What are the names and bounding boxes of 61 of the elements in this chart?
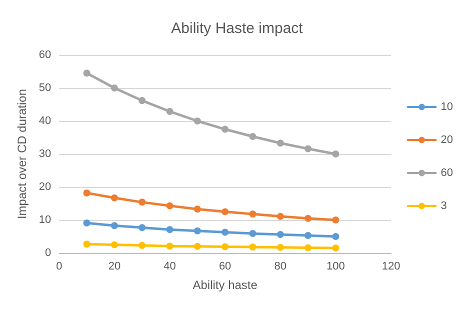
point bbox=[83, 189, 90, 196]
point bbox=[194, 118, 201, 124]
point bbox=[276, 231, 284, 238]
point bbox=[110, 194, 118, 202]
point bbox=[249, 133, 256, 140]
legend-label: 20 bbox=[440, 134, 454, 146]
chart-title: Ability Haste impact bbox=[171, 20, 304, 37]
legend-label: 60 bbox=[440, 167, 454, 179]
point bbox=[332, 244, 340, 252]
point bbox=[194, 227, 201, 234]
y-tick-label: 10 bbox=[38, 214, 52, 226]
point bbox=[222, 126, 229, 133]
point bbox=[138, 242, 146, 249]
point bbox=[194, 242, 201, 250]
point bbox=[249, 210, 256, 218]
x-tick-label: 20 bbox=[108, 260, 121, 272]
y-tick-label: 30 bbox=[38, 148, 52, 160]
point bbox=[83, 240, 90, 248]
point bbox=[332, 150, 340, 158]
point bbox=[304, 145, 312, 152]
point bbox=[332, 233, 340, 240]
point bbox=[166, 108, 174, 115]
point bbox=[110, 241, 118, 248]
legend-label: 10 bbox=[440, 101, 454, 113]
x-axis-title: Ability haste bbox=[192, 278, 258, 292]
x-tick-label: 40 bbox=[164, 260, 176, 272]
point bbox=[110, 84, 118, 92]
legend-label: 3 bbox=[440, 200, 447, 212]
x-tick-label: 120 bbox=[382, 260, 400, 272]
x-tick-label: 100 bbox=[326, 260, 345, 272]
point bbox=[110, 222, 118, 230]
point bbox=[222, 208, 229, 216]
point bbox=[332, 216, 340, 224]
point bbox=[138, 224, 146, 232]
y-tick-label: 0 bbox=[45, 247, 52, 259]
point bbox=[138, 97, 146, 104]
y-tick-label: 20 bbox=[38, 181, 52, 193]
point bbox=[138, 198, 146, 206]
point bbox=[276, 244, 284, 251]
point bbox=[222, 228, 229, 236]
y-tick-label: 50 bbox=[38, 82, 52, 94]
point bbox=[276, 212, 284, 220]
point bbox=[304, 214, 312, 222]
point bbox=[83, 70, 90, 77]
point bbox=[249, 244, 256, 251]
point bbox=[166, 202, 174, 210]
point bbox=[304, 232, 312, 240]
point bbox=[276, 140, 284, 147]
x-tick-label: 0 bbox=[56, 260, 62, 272]
point bbox=[194, 206, 201, 213]
x-tick-label: 80 bbox=[274, 260, 287, 272]
y-tick-label: 40 bbox=[38, 115, 52, 127]
y-axis-title: Impact over CD duration bbox=[15, 88, 29, 220]
point bbox=[83, 219, 90, 226]
x-tick-label: 60 bbox=[218, 260, 232, 272]
point bbox=[304, 244, 312, 252]
point bbox=[166, 226, 174, 234]
point bbox=[166, 242, 174, 250]
point bbox=[249, 230, 256, 238]
point bbox=[222, 243, 229, 250]
y-tick-label: 60 bbox=[38, 49, 52, 61]
